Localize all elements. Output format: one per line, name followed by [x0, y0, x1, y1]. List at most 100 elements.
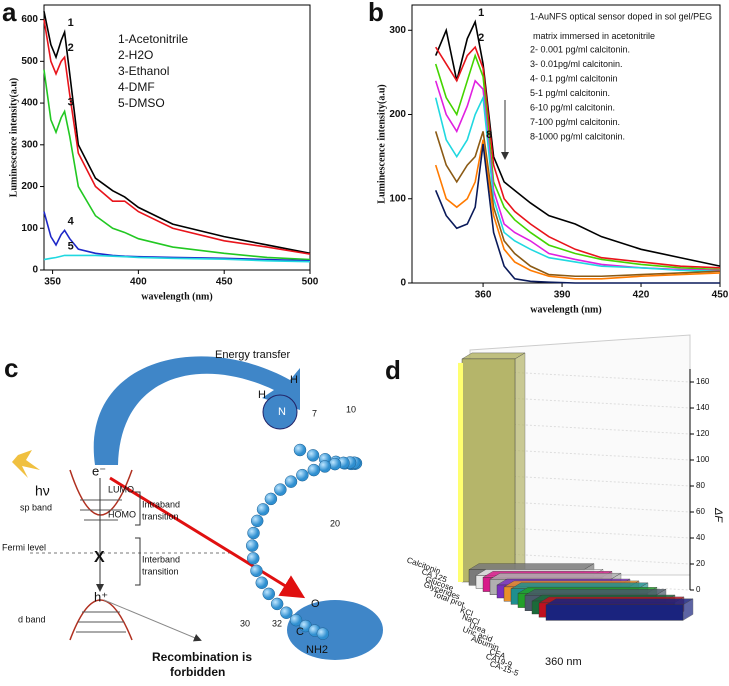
legend-entry: 3- 0.01pg/ml calcitonin. — [530, 59, 623, 69]
bar-top — [468, 563, 595, 570]
label: Recombination is — [152, 650, 252, 664]
curve-label: 8 — [486, 129, 492, 141]
chain — [245, 443, 363, 640]
label: sp band — [20, 502, 52, 512]
bead — [264, 492, 278, 506]
legend-entry: 1-AuNFS optical sensor doped in sol gel/… — [530, 11, 712, 21]
bead — [296, 468, 309, 482]
bar-top — [461, 352, 526, 360]
panel-label: d — [385, 355, 401, 385]
label: LUMO — [108, 484, 134, 494]
legend-entry: 6-10 pg/ml calcitonin. — [530, 103, 615, 113]
bar-edge — [458, 362, 463, 582]
label: H — [290, 374, 298, 386]
x-tick-label: 500 — [302, 277, 319, 288]
legend-entry: 8-1000 pg/ml calcitonin. — [530, 132, 625, 142]
x-axis-label: wavelength (nm) — [530, 304, 601, 315]
legend-entry: 3-Ethanol — [118, 64, 169, 78]
bead — [306, 449, 320, 462]
diagram-panel: c Energy transfer hν e⁻ LUMO HOMO sp ban… — [2, 349, 383, 679]
y-tick-label: 140 — [696, 403, 710, 412]
label: NH2 — [306, 644, 328, 656]
bead — [289, 613, 303, 627]
curve-label: 2 — [68, 42, 74, 54]
recombination-arrow — [103, 599, 202, 642]
y-tick-label: 120 — [696, 429, 710, 438]
bar-top — [524, 589, 667, 596]
x-axis-label: 360 nm — [545, 656, 582, 668]
y-tick-label: 60 — [696, 507, 705, 516]
series-line — [43, 254, 311, 263]
y-tick-label: 500 — [21, 56, 38, 67]
legend-entry: 2- 0.001 pg/ml calcitonin. — [530, 45, 630, 55]
series-line — [43, 11, 311, 255]
y-tick-label: 160 — [696, 377, 710, 386]
legend-entry: 2-H2O — [118, 48, 153, 62]
series-line — [43, 69, 311, 261]
d-band — [69, 599, 133, 641]
x-axis-label: wavelength (nm) — [141, 291, 212, 302]
panel-label: b — [368, 0, 384, 27]
curve-label: 2 — [478, 32, 484, 44]
curve-label: 5 — [68, 240, 74, 252]
y-tick-label: 0 — [400, 278, 406, 289]
y-tick-label: 600 — [21, 14, 38, 25]
bead — [250, 564, 263, 578]
legend-entry: 4- 0.1 pg/ml calcitonin — [530, 74, 618, 84]
y-tick-label: 100 — [696, 455, 710, 464]
plot-frame — [43, 4, 311, 271]
x-tick-label: 450 — [712, 290, 729, 301]
label: X — [94, 549, 105, 566]
label: N — [278, 406, 286, 418]
label: Interband — [142, 554, 180, 564]
series-line — [435, 45, 721, 269]
legend-entry: 5-DMSO — [118, 96, 165, 110]
label: Fermi level — [2, 542, 46, 552]
bead — [318, 460, 332, 473]
label: 20 — [330, 518, 340, 528]
x-tick-label: 350 — [44, 277, 61, 288]
label: hν — [35, 483, 50, 499]
bracket — [135, 491, 141, 586]
y-tick-label: 100 — [21, 223, 38, 234]
y-axis-label: Luminescence intensity(a.u) — [376, 84, 387, 203]
bead — [280, 606, 293, 619]
bead — [274, 483, 287, 496]
bar-top — [489, 573, 622, 580]
label: transition — [142, 566, 179, 576]
y-tick-label: 100 — [389, 193, 406, 204]
panel-label: a — [2, 0, 17, 27]
bead — [284, 475, 298, 488]
y-tick-label: 300 — [389, 25, 406, 36]
curve-label: 1 — [478, 7, 484, 19]
y-tick-label: 200 — [389, 109, 406, 120]
series-line — [434, 79, 721, 272]
x-tick-label: 420 — [633, 290, 650, 301]
label: 32 — [272, 618, 282, 628]
bead — [293, 443, 307, 457]
label: 30 — [240, 618, 250, 628]
series-line — [43, 211, 311, 262]
bar — [461, 358, 516, 583]
bar — [545, 604, 684, 621]
legend-entry: 7-100 pg/ml calcitonin. — [530, 117, 620, 127]
label: HOMO — [108, 509, 136, 519]
transfer-arrow — [109, 476, 306, 599]
y-tick-label: 0 — [696, 585, 701, 594]
curve-label: 1 — [68, 17, 74, 29]
y-tick-label: 400 — [21, 98, 38, 109]
label: e⁻ — [92, 463, 106, 478]
y-tick-label: 20 — [696, 559, 705, 568]
y-tick-label: 80 — [696, 481, 705, 490]
bead — [255, 576, 269, 590]
series-line — [434, 139, 721, 280]
y-tick-label: 200 — [21, 181, 38, 192]
bead — [250, 514, 264, 528]
bead — [270, 597, 284, 611]
x-tick-label: 400 — [130, 277, 147, 288]
label: 7 — [312, 408, 317, 418]
label: 10 — [346, 404, 356, 414]
bead — [247, 526, 260, 540]
y-axis-label: ΔF — [712, 507, 724, 523]
bead — [307, 463, 321, 477]
